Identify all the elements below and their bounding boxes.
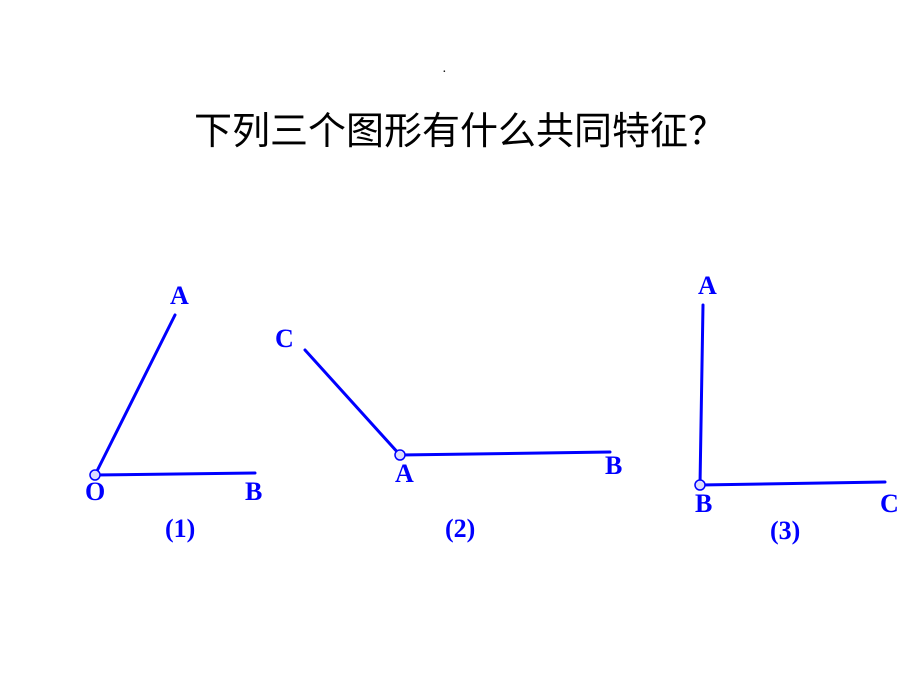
fig2-ray (400, 452, 610, 455)
fig1-ray (95, 315, 175, 475)
fig2-ray (305, 350, 400, 455)
fig2-label-B: B (605, 451, 622, 481)
center-marker: · (442, 65, 447, 81)
fig3-label-B: B (695, 489, 712, 519)
fig3-ray (700, 482, 885, 485)
figures-svg (0, 260, 920, 600)
fig1-label-B: B (245, 477, 262, 507)
fig2-caption: (2) (445, 514, 475, 544)
slide-title: 下列三个图形有什么共同特征？ (0, 100, 920, 155)
fig2-label-A: A (395, 459, 414, 489)
fig1-ray (95, 473, 255, 475)
fig1-label-O: O (85, 477, 105, 507)
fig3-label-C: C (880, 489, 899, 519)
fig1-label-A: A (170, 281, 189, 311)
fig1-caption: (1) (165, 514, 195, 544)
fig2-label-C: C (275, 324, 294, 354)
figures-area: A B O (1) C B A (2) A C B (3) (0, 260, 920, 600)
slide-container: 下列三个图形有什么共同特征？ · A B O (1) C B A (2) A C B (3) (0, 0, 920, 690)
fig3-ray (700, 305, 703, 485)
fig3-caption: (3) (770, 516, 800, 546)
fig3-label-A: A (698, 271, 717, 301)
